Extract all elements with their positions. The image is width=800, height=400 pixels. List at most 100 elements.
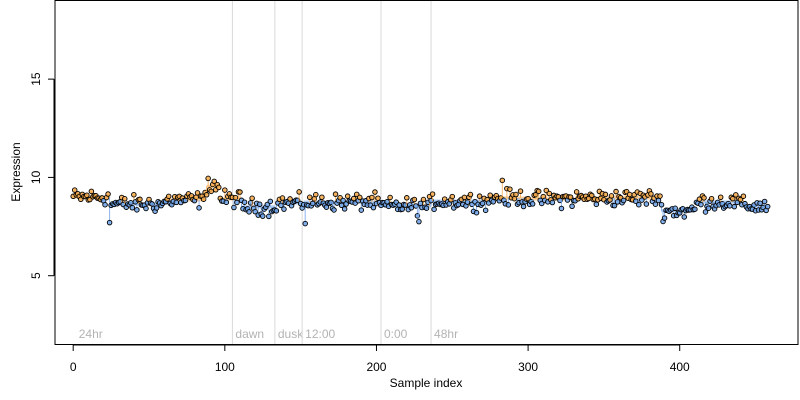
data-point [661, 215, 668, 221]
data-point [423, 205, 430, 211]
data-point [131, 191, 137, 198]
data-point [573, 189, 580, 195]
data-point [411, 196, 418, 203]
data-point [223, 199, 230, 206]
y-axis: 5 10 15 [29, 72, 55, 279]
data-point [399, 206, 405, 212]
x-tick-label: 200 [366, 360, 386, 374]
data-point [278, 202, 284, 209]
data-point [602, 191, 609, 198]
vertical-reference-lines: dawn dusk 12:00 0:00 48hr 24hr [79, 0, 458, 345]
data-point [429, 191, 436, 197]
data-point [558, 205, 565, 212]
data-point [764, 203, 771, 210]
data-point [608, 193, 615, 199]
data-point [431, 206, 437, 213]
data-point [416, 218, 422, 225]
data-point [733, 192, 739, 198]
x-tick-label: 300 [518, 360, 538, 374]
data-point [331, 207, 337, 213]
data-point [232, 194, 239, 201]
y-tick-label: 10 [29, 170, 43, 184]
data-point [375, 195, 381, 201]
data-point [717, 194, 724, 201]
data-point [620, 197, 627, 204]
data-point [593, 201, 600, 208]
data-point [84, 192, 90, 199]
data-point [384, 199, 390, 205]
data-point [730, 195, 736, 202]
data-point [273, 208, 280, 214]
data-point [241, 199, 248, 205]
x-axis: 0 100 200 300 400 [70, 344, 690, 374]
data-point [507, 186, 513, 192]
data-point [487, 192, 493, 198]
data-point [505, 202, 512, 208]
data-point [369, 194, 375, 201]
data-point [626, 191, 633, 198]
data-point [708, 195, 715, 202]
data-point [246, 209, 252, 215]
data-point [698, 201, 704, 208]
data-point [205, 175, 211, 182]
data-point [761, 198, 768, 205]
data-point [237, 189, 243, 195]
data-point [266, 213, 272, 220]
data-point [143, 205, 149, 212]
data-point [633, 198, 639, 204]
data-point [173, 199, 180, 206]
data-point [449, 193, 456, 200]
data-point [194, 190, 201, 196]
data-point [520, 203, 527, 210]
data-point [529, 201, 536, 207]
data-point [134, 207, 140, 213]
data-point [122, 196, 128, 202]
data-point [196, 205, 202, 211]
x-axis-title: Sample index [390, 376, 463, 390]
data-point [203, 192, 210, 198]
data-point [614, 199, 621, 205]
corner-label: 24hr [79, 327, 103, 341]
data-point [737, 196, 744, 203]
data-point [387, 194, 393, 201]
vline-label: dusk [278, 327, 304, 341]
data-point [740, 193, 747, 199]
data-point [281, 206, 287, 212]
data-point [408, 205, 415, 211]
data-point [727, 203, 733, 209]
data-point [222, 187, 228, 193]
data-point [106, 219, 113, 226]
data-point [692, 206, 698, 212]
data-point [302, 220, 308, 227]
data-point [636, 201, 642, 208]
data-point [482, 207, 489, 214]
data-point [372, 189, 378, 195]
data-point [476, 193, 483, 199]
data-point [658, 202, 665, 208]
data-point [208, 188, 214, 195]
x-tick-label: 100 [215, 360, 235, 374]
x-tick-label: 0 [70, 360, 77, 374]
data-point [705, 205, 712, 211]
data-point [153, 205, 160, 211]
data-point [757, 200, 763, 206]
vline-label: 48hr [434, 327, 458, 341]
data-point [517, 188, 524, 194]
vline-label: dawn [235, 327, 264, 341]
data-point [129, 205, 136, 211]
data-point [358, 207, 365, 213]
data-point [296, 189, 302, 195]
data-point [499, 177, 506, 184]
data-point [105, 191, 111, 197]
data-point [652, 201, 659, 207]
data-point [569, 203, 575, 210]
data-point [473, 209, 480, 216]
data-point [259, 213, 266, 219]
data-point [567, 194, 574, 200]
x-tick-label: 400 [670, 360, 690, 374]
data-point [613, 188, 619, 195]
data-point [341, 206, 348, 212]
data-point [313, 191, 319, 198]
data-point [252, 208, 258, 215]
